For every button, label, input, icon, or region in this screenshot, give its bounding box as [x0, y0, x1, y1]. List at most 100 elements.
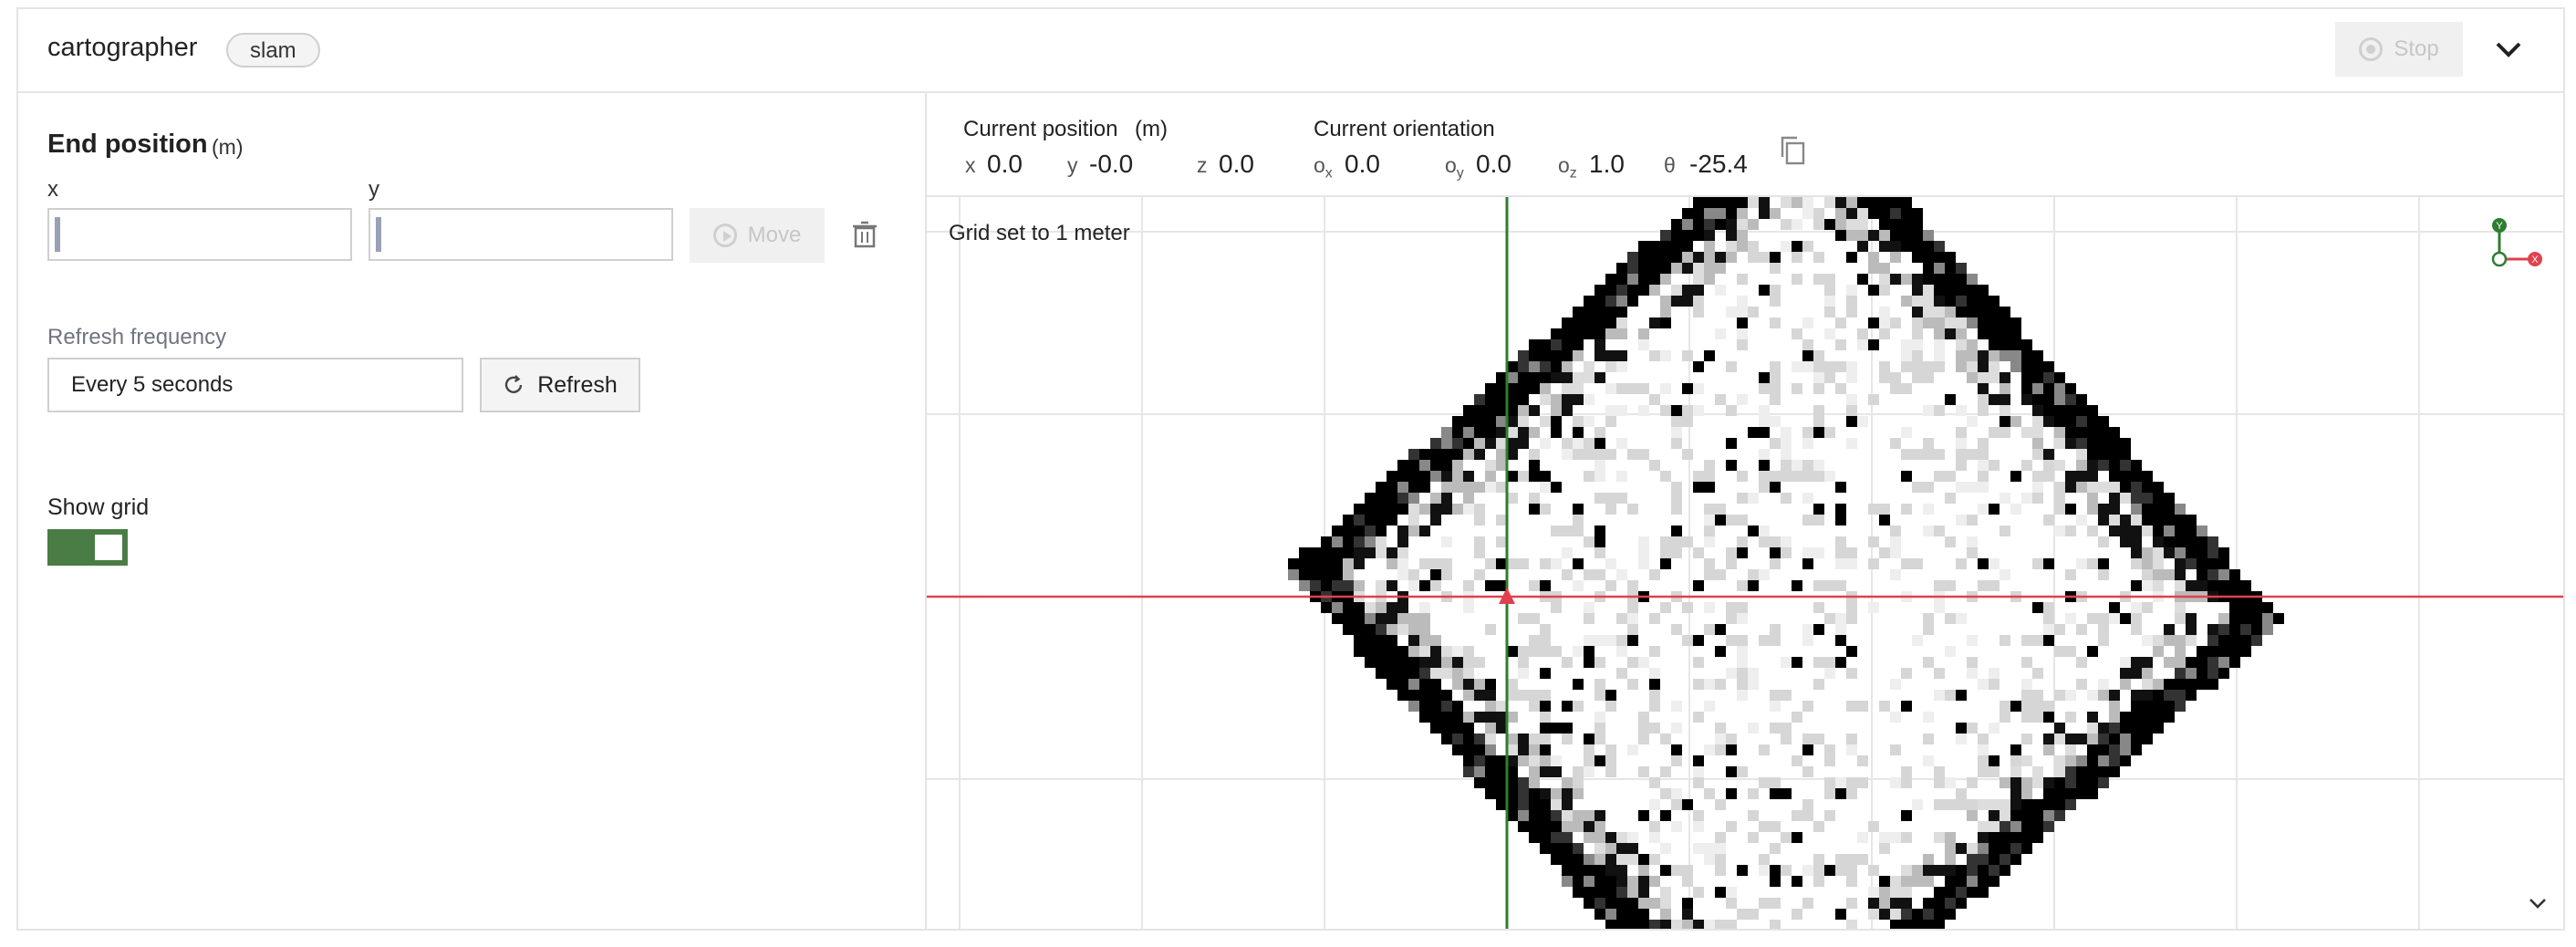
chevron-down-icon[interactable] [2525, 890, 2550, 916]
occupancy-cell [1802, 460, 1813, 471]
occupancy-cell [2043, 460, 2054, 471]
occupancy-cell [1770, 383, 1781, 394]
occupancy-cell [1310, 580, 1321, 591]
occupancy-cell [1638, 252, 1649, 263]
occupancy-cell [2153, 515, 2164, 526]
occupancy-cell [1945, 263, 1956, 274]
occupancy-cell [2240, 624, 2251, 635]
occupancy-cell [1813, 361, 1824, 372]
y-input[interactable] [369, 208, 673, 261]
occupancy-cell [1704, 482, 1715, 493]
occupancy-cell [1693, 208, 1704, 219]
copy-icon[interactable] [1779, 135, 1806, 166]
occupancy-cell [1748, 493, 1759, 504]
occupancy-cell [1824, 285, 1835, 296]
occupancy-cell [2153, 569, 2164, 580]
slam-map-viewport[interactable]: Grid set to 1 meter Y X [927, 197, 2563, 929]
occupancy-cell [2054, 723, 2065, 734]
occupancy-cell [1704, 679, 1715, 690]
occupancy-cell [1507, 471, 1518, 482]
occupancy-cell [1605, 504, 1616, 515]
occupancy-cell [1671, 865, 1682, 876]
occupancy-cell [2076, 405, 2087, 416]
occupancy-cell [1419, 526, 1430, 536]
occupancy-cell [1879, 909, 1890, 920]
occupancy-cell [2251, 602, 2262, 613]
occupancy-cell [1594, 887, 1605, 898]
y-field-label: y [369, 177, 379, 202]
occupancy-cell [1299, 569, 1310, 580]
occupancy-cell [1813, 350, 1824, 361]
refresh-button[interactable]: Refresh [480, 358, 640, 412]
stop-button[interactable]: Stop [2335, 22, 2463, 77]
occupancy-cell [1616, 317, 1627, 328]
occupancy-cell [1956, 887, 1967, 898]
occupancy-cell [2131, 580, 2142, 591]
occupancy-cell [1387, 504, 1397, 515]
occupancy-cell [1857, 854, 1868, 865]
occupancy-cell [2098, 613, 2109, 624]
occupancy-cell [1770, 723, 1781, 734]
occupancy-cell [1441, 438, 1452, 449]
occupancy-cell [1682, 241, 1693, 252]
occupancy-cell [1463, 471, 1474, 482]
occupancy-cell [1824, 580, 1835, 591]
occupancy-cell [1978, 438, 1989, 449]
occupancy-cell [1529, 427, 1540, 438]
occupancy-cell [1551, 416, 1562, 427]
occupancy-cell [1967, 887, 1978, 898]
occupancy-cell [2098, 723, 2109, 734]
occupancy-cell [1945, 394, 1956, 405]
occupancy-cell [1496, 460, 1507, 471]
occupancy-cell [2142, 701, 2153, 712]
occupancy-cell [1693, 920, 1704, 929]
refresh-frequency-select[interactable]: Every 5 seconds [47, 358, 463, 412]
occupancy-cell [1967, 876, 1978, 887]
occupancy-cell [2087, 788, 2098, 799]
occupancy-cell [1660, 909, 1671, 920]
occupancy-cell [2021, 350, 2032, 361]
occupancy-cell [1441, 657, 1452, 668]
occupancy-cell [1715, 569, 1726, 580]
occupancy-cell [1605, 690, 1616, 701]
trash-icon[interactable] [852, 221, 878, 248]
occupancy-cell [1430, 646, 1441, 657]
occupancy-cell [2109, 482, 2120, 493]
occupancy-cell [1956, 427, 1967, 438]
occupancy-cell [1912, 307, 1923, 317]
occupancy-cell [1759, 285, 1770, 296]
occupancy-cell [1496, 723, 1507, 734]
occupancy-cell [1737, 394, 1748, 405]
show-grid-toggle[interactable] [47, 529, 128, 566]
occupancy-cell [1967, 515, 1978, 526]
occupancy-cell [1912, 482, 1923, 493]
occupancy-cell [1978, 832, 1989, 843]
chevron-down-icon[interactable] [2492, 33, 2525, 66]
occupancy-cell [2186, 657, 2197, 668]
occupancy-cell [1923, 657, 1934, 668]
occupancy-cell [1518, 416, 1529, 427]
occupancy-cell [1507, 755, 1518, 766]
occupancy-cell [1824, 328, 1835, 339]
occupancy-cell [1616, 274, 1627, 285]
occupancy-cell [1649, 350, 1660, 361]
occupancy-cell [1430, 679, 1441, 690]
occupancy-cell [1846, 307, 1857, 317]
occupancy-cell [1430, 657, 1441, 668]
occupancy-cell [2087, 712, 2098, 723]
occupancy-cell [1956, 274, 1967, 285]
occupancy-cell [1463, 416, 1474, 427]
occupancy-cell [1627, 876, 1638, 887]
occupancy-cell [1857, 832, 1868, 843]
occupancy-cell [1934, 471, 1945, 482]
occupancy-cell [2054, 646, 2065, 657]
occupancy-cell [2043, 515, 2054, 526]
occupancy-cell [2087, 744, 2098, 755]
move-button[interactable]: Move [690, 208, 825, 263]
x-input[interactable] [47, 208, 352, 261]
occupancy-cell [1704, 526, 1715, 536]
occupancy-cell [2197, 657, 2207, 668]
occupancy-cell [1376, 493, 1387, 504]
occupancy-cell [1649, 241, 1660, 252]
occupancy-cell [1693, 810, 1704, 821]
